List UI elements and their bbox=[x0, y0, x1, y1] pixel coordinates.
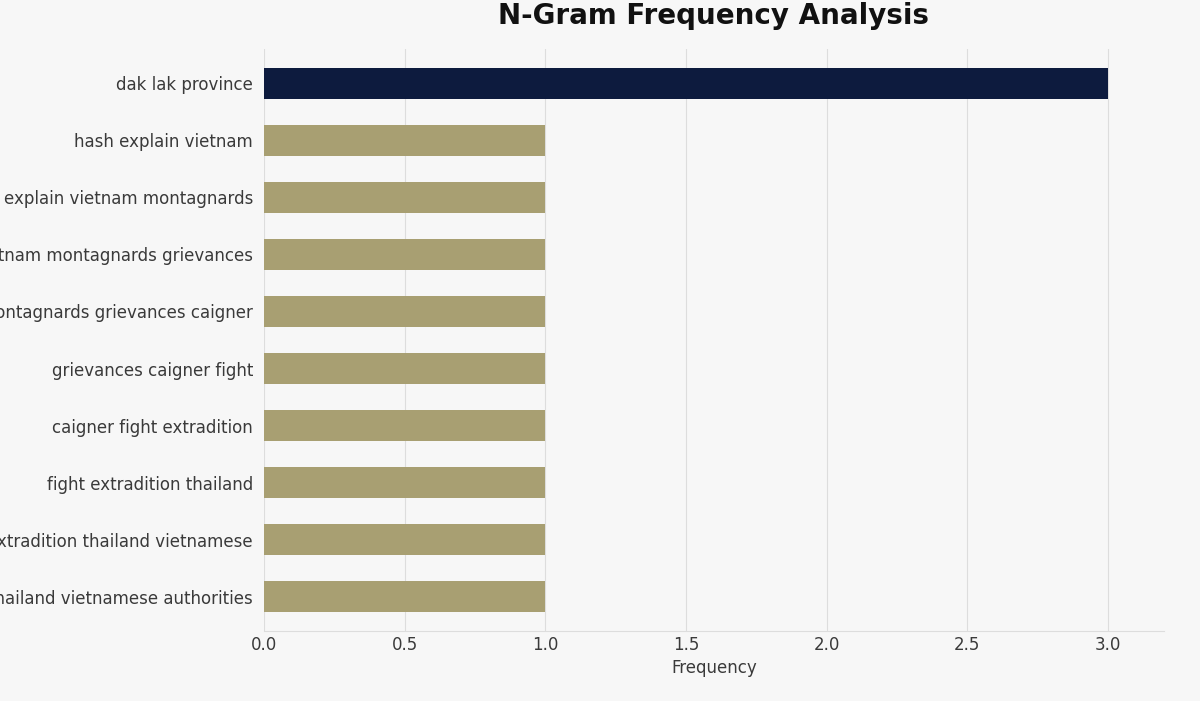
Bar bbox=[264, 581, 545, 613]
Bar bbox=[264, 182, 545, 213]
Bar bbox=[264, 239, 545, 270]
Bar bbox=[264, 67, 1108, 99]
Bar bbox=[264, 353, 545, 384]
Bar bbox=[264, 467, 545, 498]
Bar bbox=[264, 524, 545, 555]
Bar bbox=[264, 410, 545, 441]
X-axis label: Frequency: Frequency bbox=[671, 660, 757, 677]
Bar bbox=[264, 296, 545, 327]
Title: N-Gram Frequency Analysis: N-Gram Frequency Analysis bbox=[498, 2, 930, 30]
Bar bbox=[264, 125, 545, 156]
